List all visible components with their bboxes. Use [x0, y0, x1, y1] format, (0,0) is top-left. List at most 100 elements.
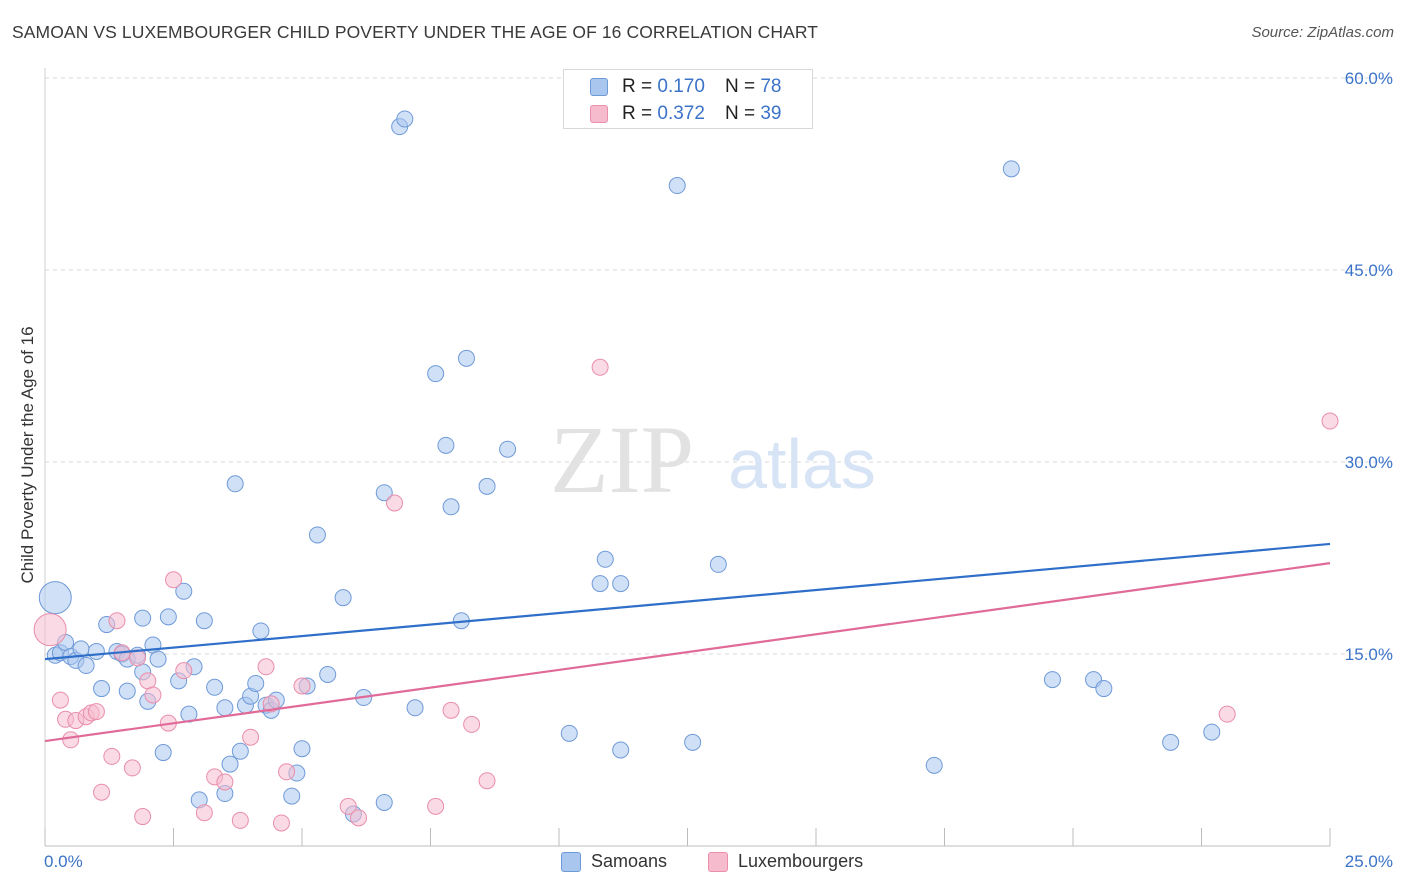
data-point — [77, 657, 95, 675]
data-point — [560, 724, 578, 742]
data-point — [257, 658, 275, 676]
legend-r-label: R = — [622, 76, 653, 97]
data-point — [216, 773, 234, 791]
data-point — [1321, 412, 1339, 430]
y-axis-label: Child Poverty Under the Age of 16 — [18, 326, 37, 584]
data-point — [427, 797, 445, 815]
y-tick-label: 60.0% — [1345, 69, 1393, 88]
data-point — [51, 691, 69, 709]
x-tick-label-min: 0.0% — [44, 852, 83, 871]
data-point — [1162, 733, 1180, 751]
series-samoans — [38, 110, 1221, 823]
data-point — [1203, 723, 1221, 741]
bottom-legend-luxembourgers[interactable]: Luxembourgers — [708, 851, 863, 872]
data-point — [38, 581, 72, 615]
data-point — [1043, 671, 1061, 689]
data-point — [1218, 705, 1236, 723]
legend-r-value: 0.372 — [657, 103, 705, 124]
data-point — [134, 808, 152, 826]
data-point — [478, 477, 496, 495]
stats-legend: R = 0.170 N = 78 R = 0.372 N = 39 — [563, 69, 813, 129]
data-point — [242, 728, 260, 746]
data-point — [442, 498, 460, 516]
data-point — [165, 571, 182, 589]
legend-row-samoans: R = 0.170 N = 78 — [590, 75, 781, 99]
data-point — [195, 612, 213, 630]
data-point — [87, 703, 105, 721]
data-point — [134, 609, 152, 627]
data-point — [612, 575, 630, 593]
data-point — [591, 358, 609, 376]
data-point — [231, 811, 249, 829]
data-point — [596, 550, 614, 568]
data-point — [684, 733, 702, 751]
data-point — [375, 484, 393, 502]
data-point — [195, 804, 213, 822]
bottom-legend-samoans[interactable]: Samoans — [561, 851, 667, 872]
trend-line-luxembourgers — [44, 562, 1331, 743]
data-point — [499, 440, 517, 458]
series-luxembourgers — [33, 358, 1339, 832]
data-point — [252, 622, 270, 640]
data-point — [62, 731, 80, 749]
legend-n-label: N = — [724, 103, 756, 124]
data-point — [442, 701, 460, 719]
data-point — [334, 589, 352, 607]
data-point — [103, 747, 121, 765]
legend-n-value: 39 — [760, 103, 782, 124]
data-point — [159, 608, 177, 626]
legend-row-luxembourgers: R = 0.372 N = 39 — [590, 102, 781, 126]
legend-n-label: N = — [724, 76, 756, 97]
data-point — [437, 436, 455, 454]
data-point — [33, 613, 67, 647]
data-point — [93, 680, 111, 698]
data-point — [709, 555, 727, 573]
legend-n-value: 78 — [760, 76, 782, 97]
data-point — [278, 763, 296, 781]
bottom-legend-swatch-samoans — [561, 851, 581, 872]
data-point — [206, 678, 224, 696]
watermark-atlas: atlas — [728, 425, 876, 503]
watermark-zip: ZIP — [550, 406, 694, 513]
x-tick-label-max: 25.0% — [1344, 852, 1393, 871]
data-point — [272, 814, 290, 832]
data-point — [247, 674, 265, 692]
data-point — [308, 526, 326, 544]
source-note: Source: ZipAtlas.com — [1251, 24, 1394, 41]
data-point — [93, 783, 111, 801]
data-point — [226, 475, 244, 493]
bottom-legend-label-luxembourgers: Luxembourgers — [738, 851, 864, 871]
data-point — [87, 642, 105, 660]
data-point — [1002, 160, 1020, 178]
data-point — [668, 177, 686, 195]
data-point — [612, 741, 630, 759]
data-point — [123, 759, 141, 777]
legend-r-label: R = — [622, 103, 653, 124]
data-point — [283, 787, 301, 805]
data-point — [293, 677, 311, 695]
y-tick-label: 45.0% — [1345, 261, 1393, 280]
data-point — [386, 494, 404, 512]
watermark: ZIP atlas — [550, 406, 876, 513]
data-point — [216, 699, 234, 717]
legend-r-value: 0.170 — [657, 76, 705, 97]
data-point — [175, 582, 193, 600]
data-point — [457, 349, 475, 367]
data-point — [118, 682, 136, 700]
data-point — [396, 110, 414, 128]
data-point — [427, 365, 445, 383]
data-point — [319, 665, 337, 683]
y-tick-label: 30.0% — [1345, 453, 1393, 472]
trend-line-samoans — [44, 542, 1331, 661]
data-point — [591, 575, 609, 593]
data-point — [339, 797, 357, 815]
legend-swatch-luxembourgers — [590, 105, 608, 123]
data-point — [350, 809, 368, 827]
data-point — [108, 612, 126, 630]
data-point — [175, 662, 193, 680]
data-point — [154, 744, 172, 762]
data-point — [221, 755, 239, 773]
bottom-legend-swatch-luxembourgers — [708, 851, 728, 872]
chart-title: SAMOAN VS LUXEMBOURGER CHILD POVERTY UND… — [12, 22, 819, 42]
